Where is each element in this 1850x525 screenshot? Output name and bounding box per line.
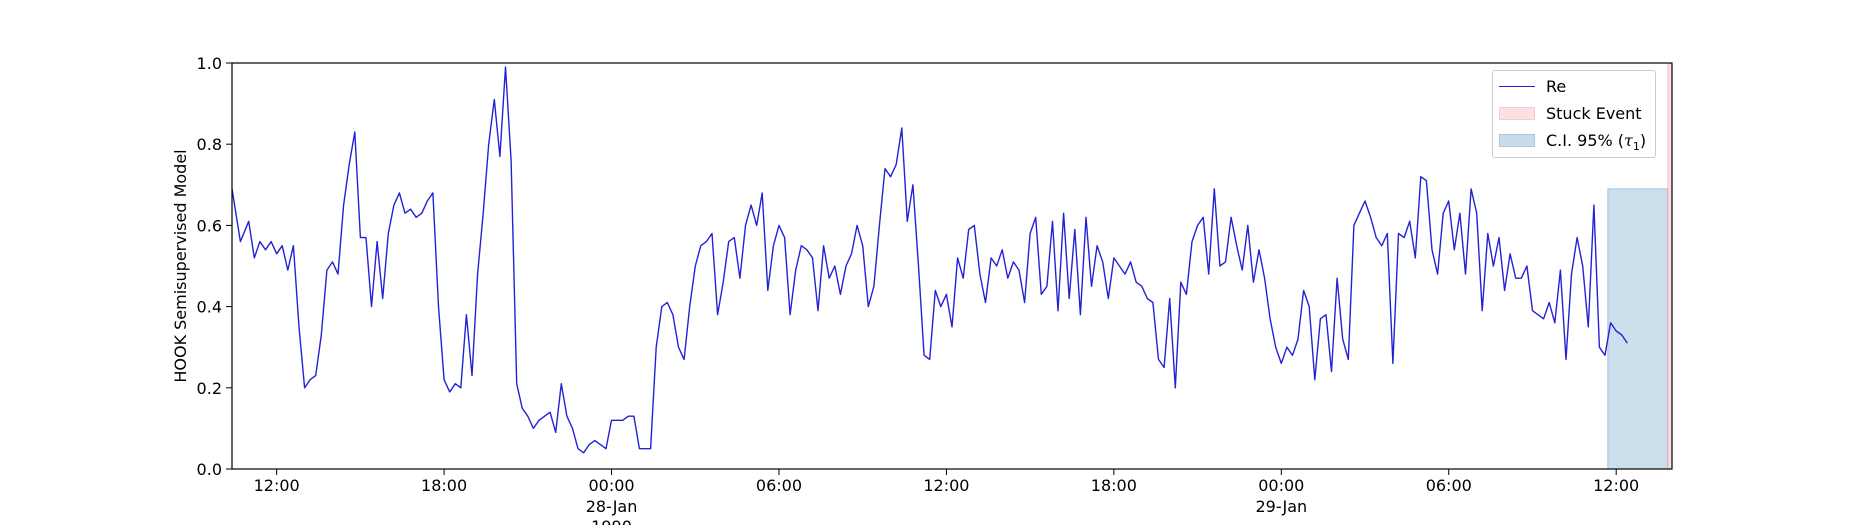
legend-ci-swatch <box>1499 134 1535 147</box>
x-tick-label: 18:00 <box>1091 476 1137 495</box>
series-line-re <box>231 66 1628 454</box>
y-tick-label: 1.0 <box>197 54 222 73</box>
x-date-label: 28-Jan <box>586 497 638 516</box>
x-tick-label: 12:00 <box>254 476 300 495</box>
x-tick-label: 18:00 <box>421 476 467 495</box>
x-axis: 12:00 18:00 00:00 06:00 12:00 18:00 00:00 06:00… <box>254 469 1639 525</box>
y-axis: 0.0 0.2 0.4 0.6 0.8 1.0 <box>197 54 232 479</box>
legend-label-re: Re <box>1546 77 1567 96</box>
x-tick-label: 00:00 <box>1258 476 1304 495</box>
y-tick-label: 0.8 <box>197 135 222 154</box>
y-axis-label: HOOK Semisupervised Model <box>171 149 190 382</box>
x-tick-label: 12:00 <box>1593 476 1639 495</box>
axes-frame <box>231 62 1673 470</box>
legend-stuck-swatch <box>1499 107 1535 120</box>
x-tick-label: 00:00 <box>588 476 634 495</box>
legend: Re Stuck Event C.I. 95% (τ1) <box>1492 70 1656 158</box>
ci-span <box>1607 188 1669 470</box>
legend-label-ci: C.I. 95% (τ1) <box>1546 131 1647 154</box>
legend-line-swatch <box>1499 86 1535 87</box>
x-tick-label: 12:00 <box>923 476 969 495</box>
x-tick-label: 06:00 <box>756 476 802 495</box>
x-date-label: 29-Jan <box>1255 497 1307 516</box>
y-tick-label: 0.0 <box>197 460 222 479</box>
x-date-label: 1990 <box>591 517 632 525</box>
y-tick-label: 0.6 <box>197 216 222 235</box>
y-tick-label: 0.2 <box>197 379 222 398</box>
stuck-event-span <box>1667 62 1673 470</box>
y-tick-label: 0.4 <box>197 298 222 317</box>
x-tick-label: 06:00 <box>1426 476 1472 495</box>
legend-label-stuck-event: Stuck Event <box>1546 104 1642 123</box>
